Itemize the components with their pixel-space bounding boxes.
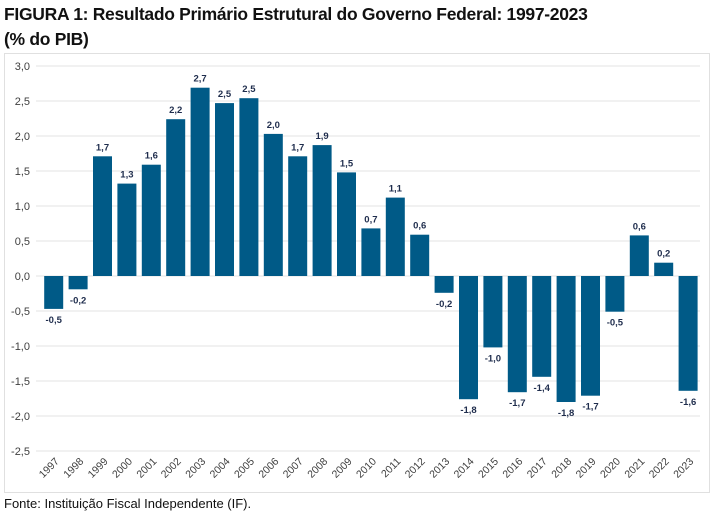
bar-2019 (581, 276, 600, 396)
bar-2015 (483, 276, 503, 348)
bar-2012 (410, 234, 430, 276)
x-tick-label: 2017 (525, 456, 550, 481)
x-tick-label: 2000 (110, 456, 135, 481)
x-tick-label: 1999 (86, 456, 111, 481)
bar-2011 (385, 197, 405, 276)
data-label: -1,0 (485, 353, 501, 364)
data-label: 0,2 (657, 249, 670, 260)
y-tick-label: 1,5 (15, 166, 30, 178)
y-tick-label: -0,5 (11, 306, 30, 318)
data-label: -0,2 (70, 295, 86, 306)
bar-2010 (361, 228, 381, 276)
title-line-2: (% do PIB) (4, 29, 89, 49)
x-tick-label: 2016 (500, 456, 525, 481)
x-tick-label: 2004 (208, 456, 233, 481)
data-label: -0,2 (436, 299, 452, 310)
x-tick-label: 2019 (574, 456, 599, 481)
figure-title: FIGURA 1: Resultado Primário Estrutural … (4, 2, 588, 52)
y-tick-label: 1,0 (15, 201, 30, 213)
data-label: 1,7 (96, 142, 109, 153)
x-tick-label: 2022 (647, 456, 672, 481)
bar-2018 (556, 276, 576, 402)
bar-2014 (459, 276, 478, 400)
x-tick-label: 1997 (37, 456, 62, 481)
data-label: 0,6 (413, 221, 426, 232)
y-tick-label: -2,0 (11, 411, 30, 423)
x-tick-label: 2023 (671, 456, 696, 481)
bar-2013 (434, 276, 454, 293)
data-label: 2,7 (193, 74, 206, 85)
x-tick-label: 2008 (305, 456, 330, 481)
bar-2009 (337, 172, 356, 276)
x-tick-label: 2002 (159, 456, 184, 481)
x-tick-label: 2020 (598, 456, 623, 481)
y-tick-label: 0,5 (15, 236, 30, 248)
bar-2022 (654, 262, 674, 276)
y-tick-label: -1,5 (11, 376, 30, 388)
data-label: 1,3 (120, 170, 133, 181)
bar-2001 (141, 164, 161, 276)
bar-2006 (263, 133, 283, 276)
x-tick-label: 2006 (256, 456, 281, 481)
x-tick-label: 2009 (330, 456, 355, 481)
data-label: 2,0 (267, 120, 280, 131)
y-tick-label: -1,0 (11, 341, 30, 353)
bar-2021 (629, 235, 649, 276)
bar-2002 (166, 119, 186, 276)
data-label: -0,5 (607, 318, 624, 329)
data-label: -1,7 (509, 398, 525, 409)
data-label: 1,1 (389, 184, 403, 195)
x-tick-label: 2021 (622, 456, 647, 481)
bar-2008 (312, 145, 332, 276)
data-label: -0,5 (46, 315, 63, 326)
bar-2007 (288, 156, 308, 276)
bar-2000 (117, 183, 137, 276)
bar-1998 (68, 276, 88, 290)
bar-2023 (678, 276, 698, 391)
y-tick-label: 3,0 (15, 61, 30, 73)
data-label: 0,6 (633, 221, 646, 232)
data-label: 1,7 (291, 142, 304, 153)
data-label: 1,5 (340, 158, 354, 169)
bar-1999 (93, 156, 112, 276)
x-tick-label: 2015 (476, 456, 501, 481)
x-tick-label: 2012 (403, 456, 428, 481)
bar-2005 (239, 98, 259, 276)
data-label: -1,7 (582, 402, 598, 413)
chart-frame (4, 53, 710, 493)
x-tick-label: 2010 (354, 456, 379, 481)
x-tick-label: 2011 (379, 456, 404, 481)
source-note: Fonte: Instituição Fiscal Independente (… (4, 496, 252, 511)
data-label: -1,8 (558, 408, 574, 419)
data-label: 0,7 (364, 214, 377, 225)
y-tick-label: 2,5 (15, 96, 30, 108)
y-tick-label: -2,5 (11, 446, 30, 458)
data-label: 1,6 (145, 151, 158, 162)
x-tick-label: 2001 (134, 456, 159, 481)
data-label: -1,4 (534, 383, 551, 394)
bar-2003 (190, 87, 210, 276)
x-tick-label: 2018 (549, 456, 574, 481)
bar-2017 (532, 276, 552, 377)
x-tick-label: 2003 (183, 456, 208, 481)
bar-2004 (215, 103, 234, 276)
bar-1997 (44, 276, 64, 309)
data-label: 2,5 (242, 84, 256, 95)
bar-2016 (507, 276, 527, 393)
data-label: -1,8 (460, 405, 476, 416)
y-tick-label: 0,0 (15, 271, 30, 283)
x-tick-label: 2014 (452, 456, 477, 481)
data-label: 2,5 (218, 89, 232, 100)
x-tick-label: 2013 (427, 456, 452, 481)
title-line-1: FIGURA 1: Resultado Primário Estrutural … (4, 4, 588, 24)
data-label: 2,2 (169, 105, 182, 116)
data-label: -1,6 (680, 397, 696, 408)
data-label: 1,9 (315, 131, 328, 142)
bar-2020 (605, 276, 625, 312)
x-tick-label: 1998 (61, 456, 86, 481)
x-tick-label: 2005 (232, 456, 257, 481)
x-tick-label: 2007 (281, 456, 306, 481)
y-tick-label: 2,0 (15, 131, 30, 143)
